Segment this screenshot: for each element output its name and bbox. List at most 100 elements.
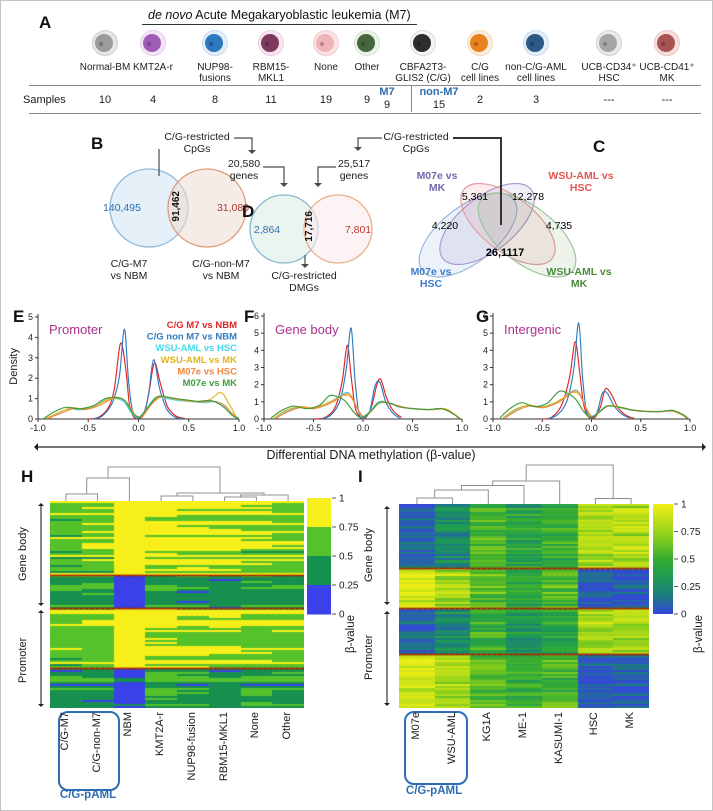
colorbar-tick-label: 0.75 xyxy=(681,527,701,538)
heatmap-column-label: None xyxy=(249,712,262,739)
sample-count: --- xyxy=(603,94,615,106)
cell-dot xyxy=(320,41,324,46)
colorbar-tick-label: 1 xyxy=(339,494,345,505)
arrowhead xyxy=(314,183,322,187)
cell-type-label: Normal-BM xyxy=(79,62,131,73)
y-tick-label: 3 xyxy=(254,363,259,373)
x-tick-label: -1.0 xyxy=(30,423,46,433)
samples-nonm7-value: 15 xyxy=(432,99,446,111)
heatmap-column-label: KG1A xyxy=(481,712,494,742)
dendrogram-branch xyxy=(525,464,614,499)
cell-nucleus xyxy=(143,33,161,52)
y-tick-label: 3 xyxy=(28,353,33,363)
cell-type-label: KMT2A-r xyxy=(133,62,173,73)
x-tick-label: 0.5 xyxy=(182,423,195,433)
cell-dot xyxy=(99,41,103,46)
legend-entry: M07e vs MK xyxy=(183,378,238,389)
colorbar-block xyxy=(307,585,331,615)
density-curve xyxy=(542,341,635,420)
cell-dot xyxy=(417,41,421,46)
legend-entry: WSU-AML vs MK xyxy=(161,355,237,366)
colorbar-tick-label: 0.25 xyxy=(339,581,359,592)
heatmap-column-label: M07e xyxy=(409,712,422,740)
y-tick-label: 6 xyxy=(254,311,259,321)
chart-f-title: Gene body xyxy=(275,322,339,337)
annotation-cg-restricted-dmgs: C/G-restricted DMGs xyxy=(271,270,337,294)
heatmap-h-canvas xyxy=(50,501,304,708)
arrowhead xyxy=(38,503,44,506)
y-tick-label: 4 xyxy=(254,345,259,355)
sample-count: --- xyxy=(661,94,673,106)
cell-nucleus xyxy=(526,33,544,52)
shared-x-axis-label: Differential DNA methylation (β-value) xyxy=(266,448,476,462)
cell-nucleus xyxy=(261,33,279,52)
heatmap-h-cg-paml-label: C/G-pAML xyxy=(59,789,117,801)
y-tick-label: 3 xyxy=(483,363,488,373)
chart-g-title: Intergenic xyxy=(504,322,562,337)
cell-icon-8 xyxy=(466,30,493,56)
cell-icon-4 xyxy=(257,30,284,56)
venn-b-left-value: 140,495 xyxy=(103,202,141,214)
dendrogram-branch xyxy=(176,492,265,496)
cell-nucleus xyxy=(413,33,431,52)
cell-icon-10 xyxy=(595,30,622,56)
heatmap-i-cg-paml-box xyxy=(404,711,468,785)
density-curve xyxy=(547,322,631,420)
colorbar-gradient xyxy=(653,504,673,614)
y-tick-label: 0 xyxy=(28,414,33,424)
cell-type-label: UCB-CD34⁺ HSC xyxy=(581,62,637,84)
y-tick-label: 4 xyxy=(483,345,488,355)
cell-nucleus xyxy=(470,33,488,52)
density-curve xyxy=(43,395,239,419)
cell-type-label: C/G cell lines xyxy=(460,62,500,84)
density-curve xyxy=(315,344,402,420)
panel-d-label: D xyxy=(242,202,255,221)
heatmap-column-label: Other xyxy=(281,712,294,740)
sample-count: 19 xyxy=(319,94,333,106)
cell-dot xyxy=(209,41,213,46)
cell-icon-11 xyxy=(653,30,680,56)
density-curve xyxy=(273,394,461,419)
samples-m7-value: 9 xyxy=(383,99,391,111)
colorbar-tick-label: 0.5 xyxy=(681,555,695,566)
y-tick-label: 1 xyxy=(28,394,33,404)
arrowhead xyxy=(354,147,362,151)
arrowhead xyxy=(280,183,288,187)
y-tick-label: 5 xyxy=(483,328,488,338)
colorbar-tick-label: 0.5 xyxy=(339,552,353,563)
x-tick-label: -0.5 xyxy=(534,423,550,433)
cell-icon-2 xyxy=(139,30,166,56)
cell-dot xyxy=(530,41,534,46)
dendrogram-branch xyxy=(492,480,561,504)
colorbar-tick-label: 1 xyxy=(681,500,687,511)
venn-b-center-value: 91,462 xyxy=(171,191,182,222)
density-curve xyxy=(275,392,460,419)
x-tick-label: 0.0 xyxy=(132,423,145,433)
arrowhead xyxy=(702,443,706,451)
panel-i-label: I xyxy=(358,467,363,486)
annotation-20580-genes: 20,580 genes xyxy=(227,158,261,182)
arrowhead xyxy=(38,610,44,613)
colorbar-tick-label: 0.25 xyxy=(681,582,701,593)
y-tick-label: 2 xyxy=(254,380,259,390)
x-tick-label: 0.5 xyxy=(406,423,419,433)
cell-icon-9 xyxy=(522,30,549,56)
density-curve xyxy=(270,394,460,419)
density-curve xyxy=(88,342,185,420)
samples-nonm7-label: non-M7 xyxy=(419,86,459,98)
legend-entry: C/G M7 vs NBM xyxy=(167,320,237,331)
density-curve xyxy=(321,327,400,420)
panel-c-label: C xyxy=(593,137,606,156)
venn-c-value-4: 4,735 xyxy=(545,220,573,232)
venn-c-set-label-wsuaml-hsc: WSU-AML vs HSC xyxy=(548,170,614,194)
sample-count: 9 xyxy=(363,94,371,106)
heatmap-column-label: C/G-non-M7 xyxy=(90,712,103,773)
cell-dot xyxy=(361,41,365,46)
legend-entry: C/G non M7 vs NBM xyxy=(147,332,237,343)
x-tick-label: -0.5 xyxy=(306,423,322,433)
heatmap-column-label: NBM xyxy=(122,712,135,737)
density-curve xyxy=(45,391,237,420)
sample-count: 2 xyxy=(476,94,484,106)
venn-d-right-value: 7,801 xyxy=(344,224,372,236)
